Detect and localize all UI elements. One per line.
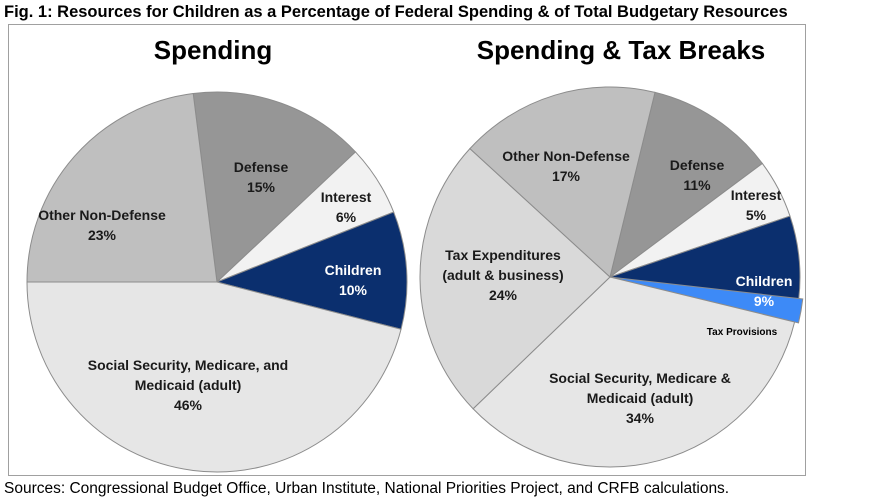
slice-label: Other Non-Defense 23% (12, 205, 192, 245)
slice-name: Interest (730, 187, 782, 203)
slice-value-label: 46% (173, 397, 203, 413)
pie-title: Spending & Tax Breaks (477, 35, 766, 65)
slice-name: Social Security, Medicare & Medicaid (ad… (549, 370, 731, 406)
slice-value-label: 10% (338, 282, 368, 298)
slice-value-label: 6% (335, 209, 357, 225)
pie-slice (26, 92, 218, 283)
slice-name: Children (324, 262, 382, 278)
slice-label: Interest 5% (716, 185, 796, 225)
slice-label: Interest 6% (301, 187, 391, 227)
slice-label: Defense 11% (647, 155, 747, 195)
slice-value-label: 11% (683, 177, 711, 193)
slice-value-label: 15% (246, 179, 276, 195)
slice-value-label: 34% (625, 410, 655, 426)
slice-value-label: 23% (87, 227, 117, 243)
part-label: Tax Provisions (687, 327, 797, 339)
pie-slice (472, 276, 796, 468)
slice-label: Defense 15% (201, 157, 321, 197)
slice-name: Social Security, Medicare, and Medicaid … (87, 357, 289, 393)
slice-name: Other Non-Defense (502, 148, 630, 164)
slice-name: Defense (233, 159, 289, 175)
slice-name: Interest (320, 189, 372, 205)
slice-name: Tax Expenditures (adult & business) (442, 247, 564, 283)
pie-slice (26, 281, 402, 473)
pie-title: Spending (154, 35, 272, 65)
chart-frame (8, 24, 806, 476)
slice-value-label: 17% (551, 168, 581, 184)
pie-slice (469, 86, 656, 278)
slice-label: Social Security, Medicare & Medicaid (ad… (533, 368, 748, 428)
slice-label: Other Non-Defense 17% (476, 146, 656, 186)
pie-slice (609, 91, 764, 279)
source-note: Sources: Congressional Budget Office, Ur… (4, 480, 730, 497)
figure-title: Fig. 1: Resources for Children as a Perc… (4, 3, 788, 21)
slice-value-label: 24% (488, 287, 518, 303)
slice-label: Tax Expenditures (adult & business) 24% (428, 245, 578, 305)
slice-name: Other Non-Defense (38, 207, 166, 223)
slice-label: Children 9% (724, 271, 804, 311)
slice-name: Children (735, 273, 793, 289)
pie-slice (215, 211, 408, 330)
pie-slice (419, 147, 611, 410)
slice-label: Social Security, Medicare, and Medicaid … (66, 355, 311, 415)
pie-slice (192, 91, 357, 284)
part-name: Tax Provisions (706, 327, 778, 338)
slice-label: Children 10% (303, 260, 403, 300)
slice-value-label: 9% (753, 293, 775, 309)
slice-value-label: 5% (745, 207, 767, 223)
slice-name: Defense (669, 157, 725, 173)
